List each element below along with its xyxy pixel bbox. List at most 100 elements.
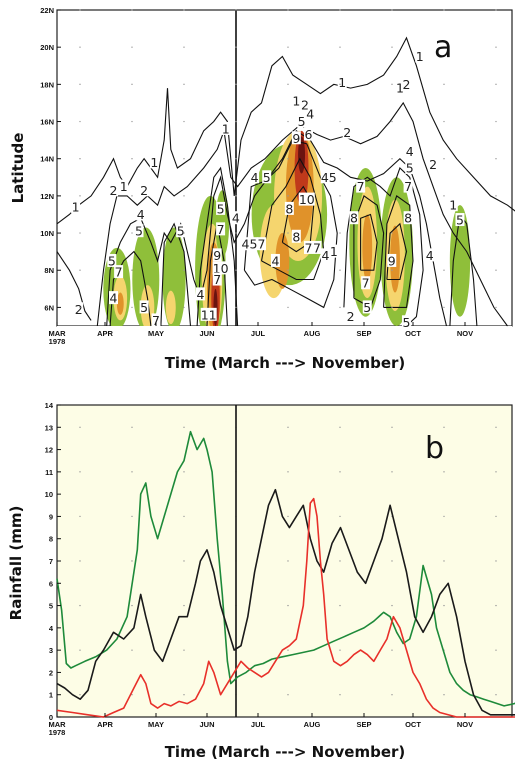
contour-label-bg bbox=[176, 224, 186, 238]
panel-a-grid-dot bbox=[339, 83, 341, 86]
panel-b-letter: b bbox=[425, 431, 444, 466]
contour-label: 1 bbox=[292, 94, 300, 109]
panel-b-xtick-label: 1978 bbox=[49, 728, 66, 737]
contour-label: 2 bbox=[347, 309, 355, 324]
contour-label: 4 bbox=[232, 211, 240, 226]
contour-label: 45 bbox=[321, 170, 337, 185]
panel-a-grid-dot bbox=[235, 46, 237, 48]
panel-a-grid-dot bbox=[79, 120, 81, 123]
panel-a-grid-dot bbox=[79, 158, 81, 160]
panel-a-grid-dot bbox=[443, 306, 445, 309]
panel-a-grid-dot bbox=[443, 232, 445, 234]
panel-a-xtick-label: JUL bbox=[251, 329, 266, 338]
panel-a-grid-dot bbox=[131, 120, 133, 123]
panel-a-grid-dot bbox=[235, 120, 237, 123]
panel-a-grid-dot bbox=[391, 269, 393, 271]
panel-b-grid-dot bbox=[183, 649, 185, 651]
panel-a-grid-dot bbox=[495, 46, 497, 48]
panel-a-xtick-label: SEP bbox=[356, 329, 371, 338]
panel-b-grid-dot bbox=[495, 560, 497, 562]
contour-label: 7 bbox=[213, 272, 221, 287]
contour-label-bg bbox=[300, 97, 310, 111]
panel-b-grid-dot bbox=[79, 426, 81, 428]
contour-label: 2 bbox=[343, 125, 351, 140]
panel-b-grid-dot bbox=[495, 649, 497, 651]
panel-a-grid-dot bbox=[183, 232, 185, 234]
panel-a-grid-dot bbox=[339, 306, 341, 309]
panel-a-grid-dot bbox=[339, 195, 341, 197]
panel-a-grid-dot bbox=[183, 269, 185, 271]
contour-5-b bbox=[160, 222, 192, 327]
panel-b-ytick-label: 13 bbox=[45, 423, 53, 432]
contour-label-bg bbox=[107, 253, 117, 267]
panel-b-grid-dot bbox=[287, 471, 289, 473]
contour-label-bg bbox=[405, 144, 415, 158]
panel-b-grid-dot bbox=[183, 515, 185, 518]
contour-label: 1 bbox=[330, 244, 338, 259]
contour-5-c bbox=[196, 166, 239, 327]
contour-label: 8 bbox=[350, 211, 358, 226]
contour-label-bg bbox=[305, 107, 315, 121]
panel-a-grid-dot bbox=[339, 46, 341, 48]
panel-b-ytick-label: 11 bbox=[45, 468, 53, 477]
contour-label-bg bbox=[139, 300, 149, 314]
panel-a-grid-dot bbox=[235, 83, 237, 86]
panel-b-grid-dot bbox=[391, 694, 393, 696]
contour-label-bg bbox=[337, 75, 347, 89]
panel-b-xtick-label: NOV bbox=[457, 720, 473, 729]
contour-label-bg bbox=[151, 313, 161, 327]
panel-b-ytick-label: 3 bbox=[49, 646, 53, 655]
panel-b-xtick-label: MAY bbox=[148, 720, 164, 729]
panel-a-grid-dot bbox=[287, 306, 289, 309]
panel-b-grid-dot bbox=[287, 560, 289, 562]
contour-label: 4 bbox=[137, 207, 145, 222]
contour-label-bg bbox=[395, 81, 405, 95]
panel-b-grid-dot bbox=[183, 694, 185, 696]
panel-a-xtick-label: OCT bbox=[405, 329, 421, 338]
contour-label: 10 bbox=[299, 192, 315, 207]
panel-a-grid-dot bbox=[339, 269, 341, 271]
contour-label-bg bbox=[256, 237, 266, 251]
contour-label-bg bbox=[71, 200, 81, 214]
panel-a-shaded-region bbox=[165, 290, 176, 325]
panel-a-shaded-region bbox=[449, 205, 471, 317]
panel-a-bottom-mask bbox=[57, 326, 512, 346]
panel-a-grid-dot bbox=[131, 83, 133, 86]
panel-b-grid-dot bbox=[391, 560, 393, 562]
panel-b-xtick-label: SEP bbox=[356, 720, 371, 729]
contour-label-bg bbox=[212, 272, 222, 286]
panel-a-ytick-label: 16N bbox=[40, 118, 54, 127]
contour-label-bg bbox=[212, 261, 229, 275]
contour-label: 4 bbox=[426, 248, 434, 263]
panel-a-xtick-label: APR bbox=[97, 329, 113, 338]
panel-a-grid-dot bbox=[287, 269, 289, 271]
panel-b-grid-dot bbox=[131, 694, 133, 696]
panel-a-ytick-label: 10N bbox=[40, 229, 54, 238]
contour-label-bg bbox=[448, 198, 458, 212]
panel-a-grid-dot bbox=[443, 269, 445, 271]
contour-label: 2 bbox=[429, 157, 437, 172]
contour-label: 5 bbox=[217, 201, 225, 216]
contour-label: 9 bbox=[388, 253, 396, 268]
panel-b-grid-dot bbox=[339, 560, 341, 562]
panel-a-grid-dot bbox=[339, 158, 341, 160]
series-line-1 bbox=[56, 430, 515, 707]
panel-b-xtick-label: JUL bbox=[251, 720, 266, 729]
panel-b-grid-dot bbox=[339, 515, 341, 518]
panel-a-grid-dot bbox=[495, 306, 497, 309]
panel-a-grid-dot bbox=[443, 9, 445, 11]
panel-b-xtick-label: JUN bbox=[199, 720, 214, 729]
contour-label-bg bbox=[284, 201, 294, 215]
panel-a-grid-dot bbox=[391, 232, 393, 234]
panel-b-grid-dot bbox=[391, 426, 393, 428]
panel-a-grid-dot bbox=[287, 195, 289, 197]
panel-a-grid-dot bbox=[287, 83, 289, 86]
contour-label: 8 bbox=[285, 201, 293, 216]
contour-label-bg bbox=[212, 248, 222, 262]
panel-b-grid-dot bbox=[391, 471, 393, 473]
panel-b-xtick-label: AUG bbox=[304, 720, 321, 729]
contour-label: 7 bbox=[217, 222, 225, 237]
panel-b-grid-dot bbox=[443, 426, 445, 428]
